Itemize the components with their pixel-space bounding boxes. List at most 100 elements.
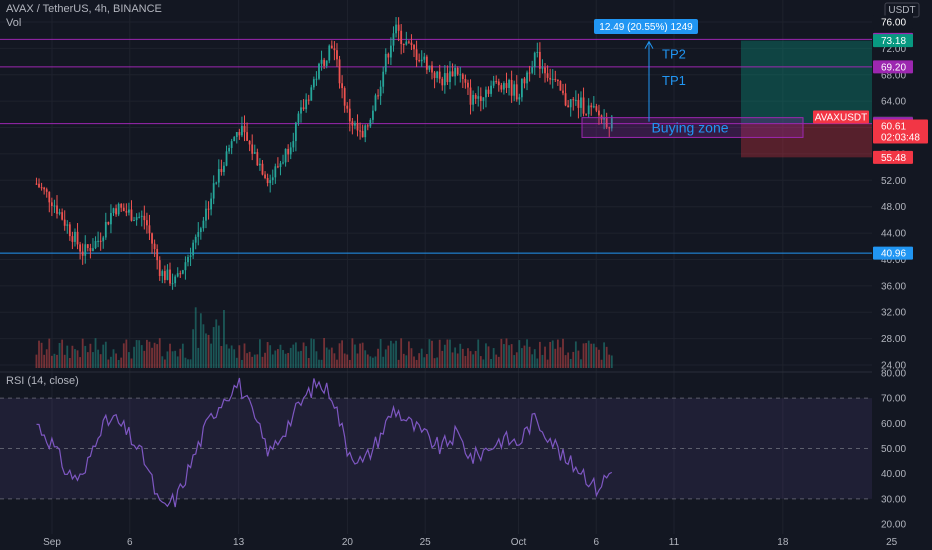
candle-body xyxy=(538,51,541,69)
candle-body xyxy=(276,166,279,168)
volume-bar xyxy=(446,339,449,368)
volume-bar xyxy=(603,342,605,368)
volume-bar xyxy=(402,353,405,368)
candle-body xyxy=(482,97,485,101)
volume-bar xyxy=(351,338,354,368)
candle-body xyxy=(410,42,413,46)
volume-bar xyxy=(505,338,508,368)
volume-bar xyxy=(56,354,58,368)
candle-body xyxy=(562,90,564,94)
volume-bar xyxy=(266,342,269,368)
candle-body xyxy=(587,105,590,115)
candle-body xyxy=(279,163,282,168)
volume-bar xyxy=(223,309,225,368)
volume-bar xyxy=(143,350,146,368)
candle-body xyxy=(341,83,344,89)
candle-body xyxy=(528,72,531,74)
candle-body xyxy=(259,163,261,166)
time-tick-label: 18 xyxy=(777,537,789,548)
candle-body xyxy=(284,148,287,163)
volume-bar xyxy=(276,349,279,368)
candle-body xyxy=(230,141,233,148)
volume-bar xyxy=(130,358,133,368)
volume-bar xyxy=(40,342,43,368)
volume-bar xyxy=(587,340,590,368)
candle-body xyxy=(479,96,482,101)
volume-bar xyxy=(533,349,536,368)
candle-body xyxy=(356,122,359,131)
candle-body xyxy=(461,74,464,79)
candle-body xyxy=(151,233,153,244)
volume-bar xyxy=(477,339,480,368)
candle-body xyxy=(330,45,333,49)
volume-bar xyxy=(153,342,156,368)
buying-zone-box xyxy=(581,117,804,138)
volume-bar xyxy=(58,342,61,368)
volume-bar xyxy=(292,344,295,368)
candle-body xyxy=(148,225,151,234)
candle-body xyxy=(43,187,46,190)
candle-body xyxy=(251,144,254,154)
candle-body xyxy=(156,249,159,261)
candle-body xyxy=(446,73,449,83)
candle-body xyxy=(379,86,382,97)
candle-body xyxy=(215,182,218,184)
volume-bar xyxy=(148,341,151,368)
volume-bar xyxy=(405,355,408,368)
volume-bar xyxy=(482,359,485,368)
candle-body xyxy=(38,183,40,188)
rsi-tick-label: 30.00 xyxy=(881,494,906,505)
volume-bar xyxy=(238,345,241,368)
volume-bar xyxy=(595,347,598,368)
volume-bar xyxy=(112,349,115,368)
volume-bar xyxy=(364,350,367,368)
volume-bar xyxy=(192,329,195,368)
rsi-tick-label: 20.00 xyxy=(881,520,906,531)
volume-bar xyxy=(461,348,464,368)
candle-body xyxy=(346,105,349,109)
volume-bar xyxy=(310,338,313,368)
volume-bar xyxy=(377,348,379,368)
candle-body xyxy=(474,94,477,99)
candle-body xyxy=(456,67,459,75)
candle-body xyxy=(271,177,274,181)
candle-body xyxy=(559,81,562,91)
candle-body xyxy=(287,148,290,155)
candle-body xyxy=(307,99,310,101)
candle-body xyxy=(107,221,110,225)
volume-bar xyxy=(598,349,600,368)
candle-body xyxy=(485,89,487,98)
volume-bar xyxy=(215,319,218,368)
volume-bar xyxy=(253,354,256,368)
volume-bar xyxy=(382,356,385,368)
candle-body xyxy=(400,30,403,45)
volume-bar xyxy=(443,344,446,368)
candle-body xyxy=(333,48,336,51)
candle-body xyxy=(74,231,76,242)
candle-body xyxy=(253,152,256,154)
volume-bar xyxy=(194,307,197,368)
volume-bar xyxy=(156,344,159,368)
volume-bar xyxy=(115,353,117,368)
volume-bar xyxy=(328,349,331,368)
volume-bar xyxy=(433,358,436,368)
volume-bar xyxy=(459,343,462,368)
candle-body xyxy=(143,215,146,221)
candle-body xyxy=(179,273,182,275)
candle-body xyxy=(56,205,58,214)
volume-bar xyxy=(248,351,251,368)
volume-bar xyxy=(544,346,546,368)
time-tick-label: 11 xyxy=(669,537,680,548)
candle-body xyxy=(233,136,236,142)
price-tick-label: 44.00 xyxy=(881,229,906,240)
volume-bar xyxy=(241,359,243,368)
candle-body xyxy=(297,113,300,123)
profit-zone xyxy=(741,40,872,124)
candle-body xyxy=(246,132,248,141)
rsi-tick-label: 40.00 xyxy=(881,469,906,480)
volume-bar xyxy=(436,357,439,368)
candle-body xyxy=(395,24,397,34)
volume-bar xyxy=(464,355,467,368)
volume-bar xyxy=(354,344,356,368)
